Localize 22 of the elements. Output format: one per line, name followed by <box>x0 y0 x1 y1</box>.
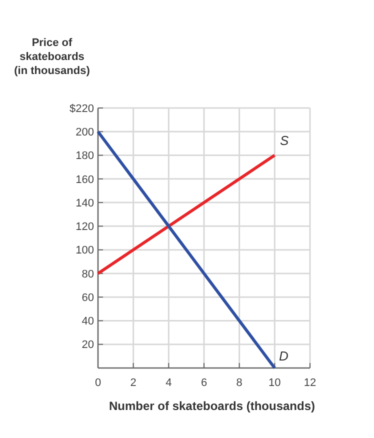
y-tick-label: 40 <box>82 316 94 328</box>
x-tick-label: 4 <box>166 377 172 389</box>
series-label: S <box>280 133 289 148</box>
x-tick-label: 6 <box>200 377 208 389</box>
y-tick-label: $220 <box>70 102 94 115</box>
y-tick-label: 80 <box>82 268 94 280</box>
y-tick-label: 160 <box>76 174 94 186</box>
y-tick-label: 200 <box>76 126 94 138</box>
x-tick-label: 8 <box>236 377 242 389</box>
x-tick-label: 12 <box>304 377 316 389</box>
x-tick-label: 2 <box>130 377 136 389</box>
y-tick-label: 100 <box>76 244 94 257</box>
y-axis-title: Price of skateboards (in thousands) <box>14 37 90 77</box>
x-axis-title: Number of skateboards (thousands) <box>108 399 316 413</box>
y-tick-label: 180 <box>76 150 94 162</box>
y-tick-label: 120 <box>76 221 94 234</box>
series-label: D <box>279 348 288 364</box>
y-tick-label: 140 <box>76 197 94 210</box>
y-tick-label: 60 <box>82 292 94 304</box>
x-tick-label: 0 <box>94 377 102 389</box>
y-tick-label: 20 <box>82 339 94 352</box>
x-tick-label: 10 <box>268 377 281 389</box>
